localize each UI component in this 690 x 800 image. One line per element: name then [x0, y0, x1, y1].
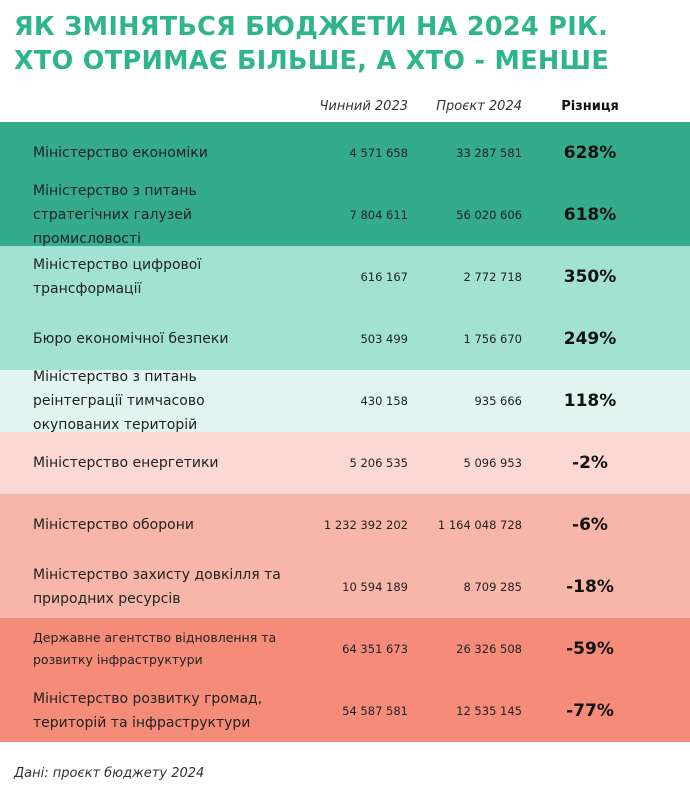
budget-2023: 54 587 581 [342, 704, 408, 718]
title-line: ЯК ЗМІНЯТЬСЯ БЮДЖЕТИ НА 2024 РІК. [14, 12, 609, 42]
budget-2024: 1 756 670 [463, 332, 522, 346]
budget-2024: 26 326 508 [456, 642, 522, 656]
agency-name: Міністерство оборони [33, 517, 194, 533]
budget-2024: 5 096 953 [463, 456, 522, 470]
difference: -2% [572, 453, 608, 473]
agency-name: Міністерство захисту довкілля та природн… [33, 567, 281, 607]
table-row: Міністерство економіки 4 571 658 33 287 58… [0, 122, 690, 184]
budget-2023: 10 594 189 [342, 580, 408, 594]
column-header: Чинний 2023 [319, 99, 408, 114]
budget-2024: 33 287 581 [456, 146, 522, 160]
column-header: Проєкт 2024 [436, 99, 522, 114]
budget-2024: 1 164 048 728 [437, 518, 522, 532]
difference: 618% [563, 205, 617, 225]
agency-name: Бюро економічної безпеки [33, 331, 229, 347]
table-row: Міністерство оборони 1 232 392 202 1 164 0… [0, 494, 690, 556]
table-row: Міністерство розвитку громад, територій … [0, 680, 690, 742]
agency-name: Міністерство цифрової трансформації [33, 257, 202, 297]
budget-2023: 1 232 392 202 [323, 518, 408, 532]
column-header: Різниця [561, 99, 619, 114]
difference: -77% [566, 701, 614, 721]
table-row: Міністерство з питань реінтеграції тимча… [0, 369, 690, 433]
agency-name: Міністерство з питань стратегічних галуз… [33, 183, 197, 247]
budget-2024: 12 535 145 [456, 704, 522, 718]
table-row: Міністерство енергетики 5 206 535 5 096 95… [0, 432, 690, 494]
agency-name: Міністерство енергетики [33, 455, 219, 471]
budget-2024: 2 772 718 [463, 270, 522, 284]
budget-2024: 935 666 [474, 394, 522, 408]
agency-name: Міністерство розвитку громад, територій … [33, 691, 263, 731]
difference: -18% [566, 577, 614, 597]
difference: 118% [563, 391, 617, 411]
title-line: ХТО ОТРИМАЄ БІЛЬШЕ, А ХТО - МЕНШЕ [14, 46, 610, 76]
budget-2023: 430 158 [360, 394, 408, 408]
table-row: Міністерство з питань стратегічних галуз… [0, 183, 690, 247]
budget-2023: 503 499 [360, 332, 408, 346]
budget-2023: 5 206 535 [349, 456, 408, 470]
budget-2023: 616 167 [360, 270, 408, 284]
difference: 249% [563, 329, 617, 349]
table-row: Міністерство цифрової трансформації 616 1… [0, 246, 690, 308]
difference: -59% [566, 639, 614, 659]
agency-name: Міністерство економіки [33, 145, 208, 161]
table-row: Міністерство захисту довкілля та природн… [0, 556, 690, 618]
difference: 628% [563, 143, 617, 163]
source-note: Дані: проєкт бюджету 2024 [14, 766, 205, 781]
difference: 350% [563, 267, 617, 287]
agency-name: Державне агентство відновлення та розвит… [33, 630, 277, 667]
difference: -6% [572, 515, 608, 535]
table-row: Бюро економічної безпеки 503 499 1 756 670… [0, 308, 690, 370]
budget-2024: 56 020 606 [456, 208, 522, 222]
budget-2023: 64 351 673 [342, 642, 408, 656]
budget-2023: 4 571 658 [349, 146, 408, 160]
budget-2023: 7 804 611 [349, 208, 408, 222]
budget-2024: 8 709 285 [463, 580, 522, 594]
table-row: Державне агентство відновлення та розвит… [0, 618, 690, 680]
agency-name: Міністерство з питань реінтеграції тимча… [33, 369, 205, 433]
